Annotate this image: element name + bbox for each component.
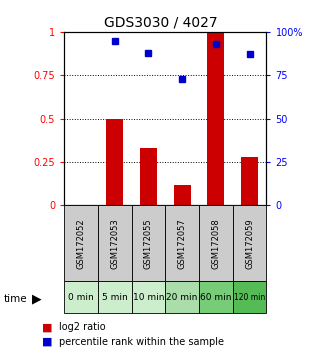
Bar	[64, 205, 98, 281]
Text: GSM172058: GSM172058	[211, 218, 221, 269]
Bar	[106, 119, 123, 205]
Bar	[64, 281, 98, 313]
Text: GSM172055: GSM172055	[144, 218, 153, 269]
Bar	[199, 205, 233, 281]
Bar	[174, 184, 191, 205]
Text: ■: ■	[42, 337, 52, 347]
Text: log2 ratio: log2 ratio	[59, 322, 106, 332]
Text: GSM172059: GSM172059	[245, 218, 254, 269]
Text: percentile rank within the sample: percentile rank within the sample	[59, 337, 224, 347]
Bar	[98, 205, 132, 281]
Bar	[233, 281, 266, 313]
Text: 120 min: 120 min	[234, 293, 265, 302]
Bar	[140, 148, 157, 205]
Text: GSM172052: GSM172052	[76, 218, 86, 269]
Bar	[98, 281, 132, 313]
Text: ■: ■	[42, 322, 52, 332]
Text: time: time	[3, 294, 27, 304]
Text: GSM172057: GSM172057	[178, 218, 187, 269]
Bar	[165, 281, 199, 313]
Text: GSM172053: GSM172053	[110, 218, 119, 269]
Bar	[132, 281, 165, 313]
Text: 0 min: 0 min	[68, 293, 94, 302]
Text: 20 min: 20 min	[167, 293, 198, 302]
Text: GDS3030 / 4027: GDS3030 / 4027	[104, 16, 217, 30]
Bar	[165, 205, 199, 281]
Bar	[199, 281, 233, 313]
Text: 60 min: 60 min	[200, 293, 232, 302]
Bar	[207, 32, 224, 205]
Bar	[233, 205, 266, 281]
Bar	[132, 205, 165, 281]
Text: 10 min: 10 min	[133, 293, 164, 302]
Text: ▶: ▶	[32, 293, 42, 306]
Bar	[241, 157, 258, 205]
Text: 5 min: 5 min	[102, 293, 128, 302]
